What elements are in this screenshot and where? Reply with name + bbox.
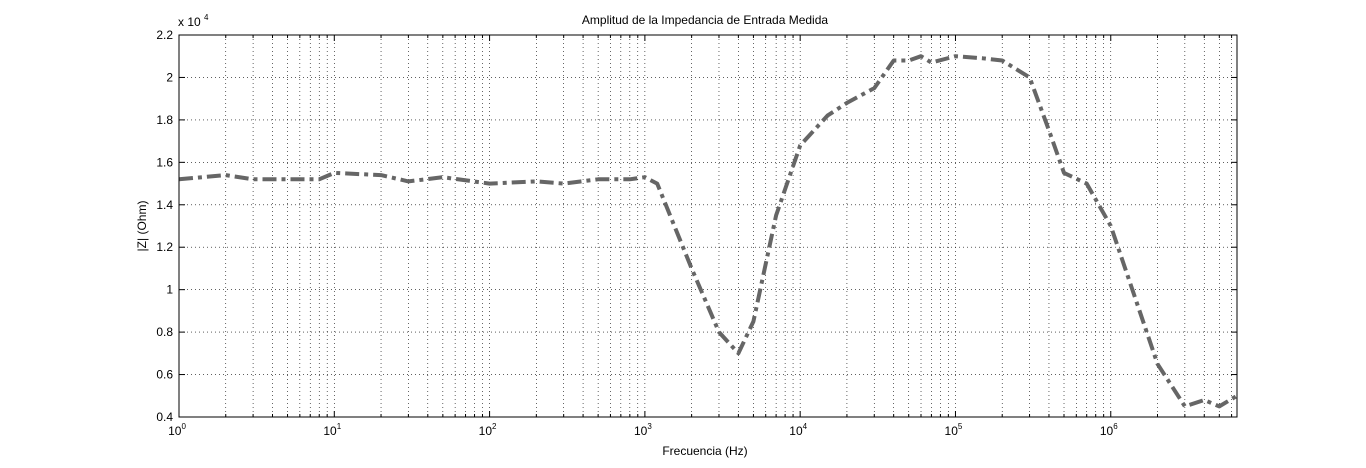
- x-tick-label-exponent: 0: [181, 422, 186, 431]
- x-tick-label: 103: [634, 422, 652, 438]
- x-axis-label: Frecuencia (Hz): [662, 444, 747, 458]
- x-tick-labels: 100 101 102 103 104 105 106: [168, 422, 1118, 438]
- y-tick-label: 1.6: [156, 155, 173, 169]
- y-multiplier-exponent: 4: [204, 13, 209, 22]
- y-tick-label: 0.8: [156, 325, 173, 339]
- y-tick-label: 0.4: [156, 410, 173, 424]
- y-tick-label: 1: [166, 283, 173, 297]
- y-tick-label: 1.2: [156, 240, 173, 254]
- chart-title: Amplitud de la Impedancia de Entrada Med…: [582, 13, 828, 27]
- x-tick-label-exponent: 6: [1113, 422, 1118, 431]
- x-tick-label-base: 10: [479, 424, 493, 438]
- x-tick-label: 100: [168, 422, 186, 438]
- x-tick-label-base: 10: [1100, 424, 1114, 438]
- x-tick-label-base: 10: [945, 424, 959, 438]
- x-tick-label: 106: [1100, 422, 1118, 438]
- x-tick-label-exponent: 4: [803, 422, 808, 431]
- series-line: [178, 54, 1239, 409]
- y-tick-label: 2: [166, 70, 173, 84]
- x-tick-label-base: 10: [168, 424, 182, 438]
- x-tick-label-base: 10: [634, 424, 648, 438]
- x-tick-label-base: 10: [789, 424, 803, 438]
- y-multiplier: x 10 4: [178, 13, 209, 29]
- series-layer: [178, 54, 1239, 409]
- x-tick-label: 105: [945, 422, 963, 438]
- x-tick-label-exponent: 1: [337, 422, 342, 431]
- y-tick-label: 1.8: [156, 113, 173, 127]
- plot-area: [179, 35, 1237, 417]
- plot-frame: [178, 34, 1238, 418]
- y-tick-label: 1.4: [156, 198, 173, 212]
- y-axis-label: |Z| (Ohm): [135, 201, 149, 252]
- y-multiplier-base: x 10: [178, 15, 201, 29]
- x-tick-label-exponent: 2: [492, 422, 497, 431]
- x-tick-label: 104: [789, 422, 807, 438]
- y-tick-label: 0.6: [156, 368, 173, 382]
- x-tick-label-exponent: 3: [647, 422, 652, 431]
- x-tick-label: 102: [479, 422, 497, 438]
- x-tick-label-base: 10: [323, 424, 337, 438]
- x-tick-label: 101: [323, 422, 341, 438]
- y-tick-labels: 0.4 0.6 0.8 1 1.2 1.4 1.6 1.8 2 2.2: [156, 28, 173, 424]
- y-tick-label: 2.2: [156, 28, 173, 42]
- x-tick-label-exponent: 5: [958, 422, 963, 431]
